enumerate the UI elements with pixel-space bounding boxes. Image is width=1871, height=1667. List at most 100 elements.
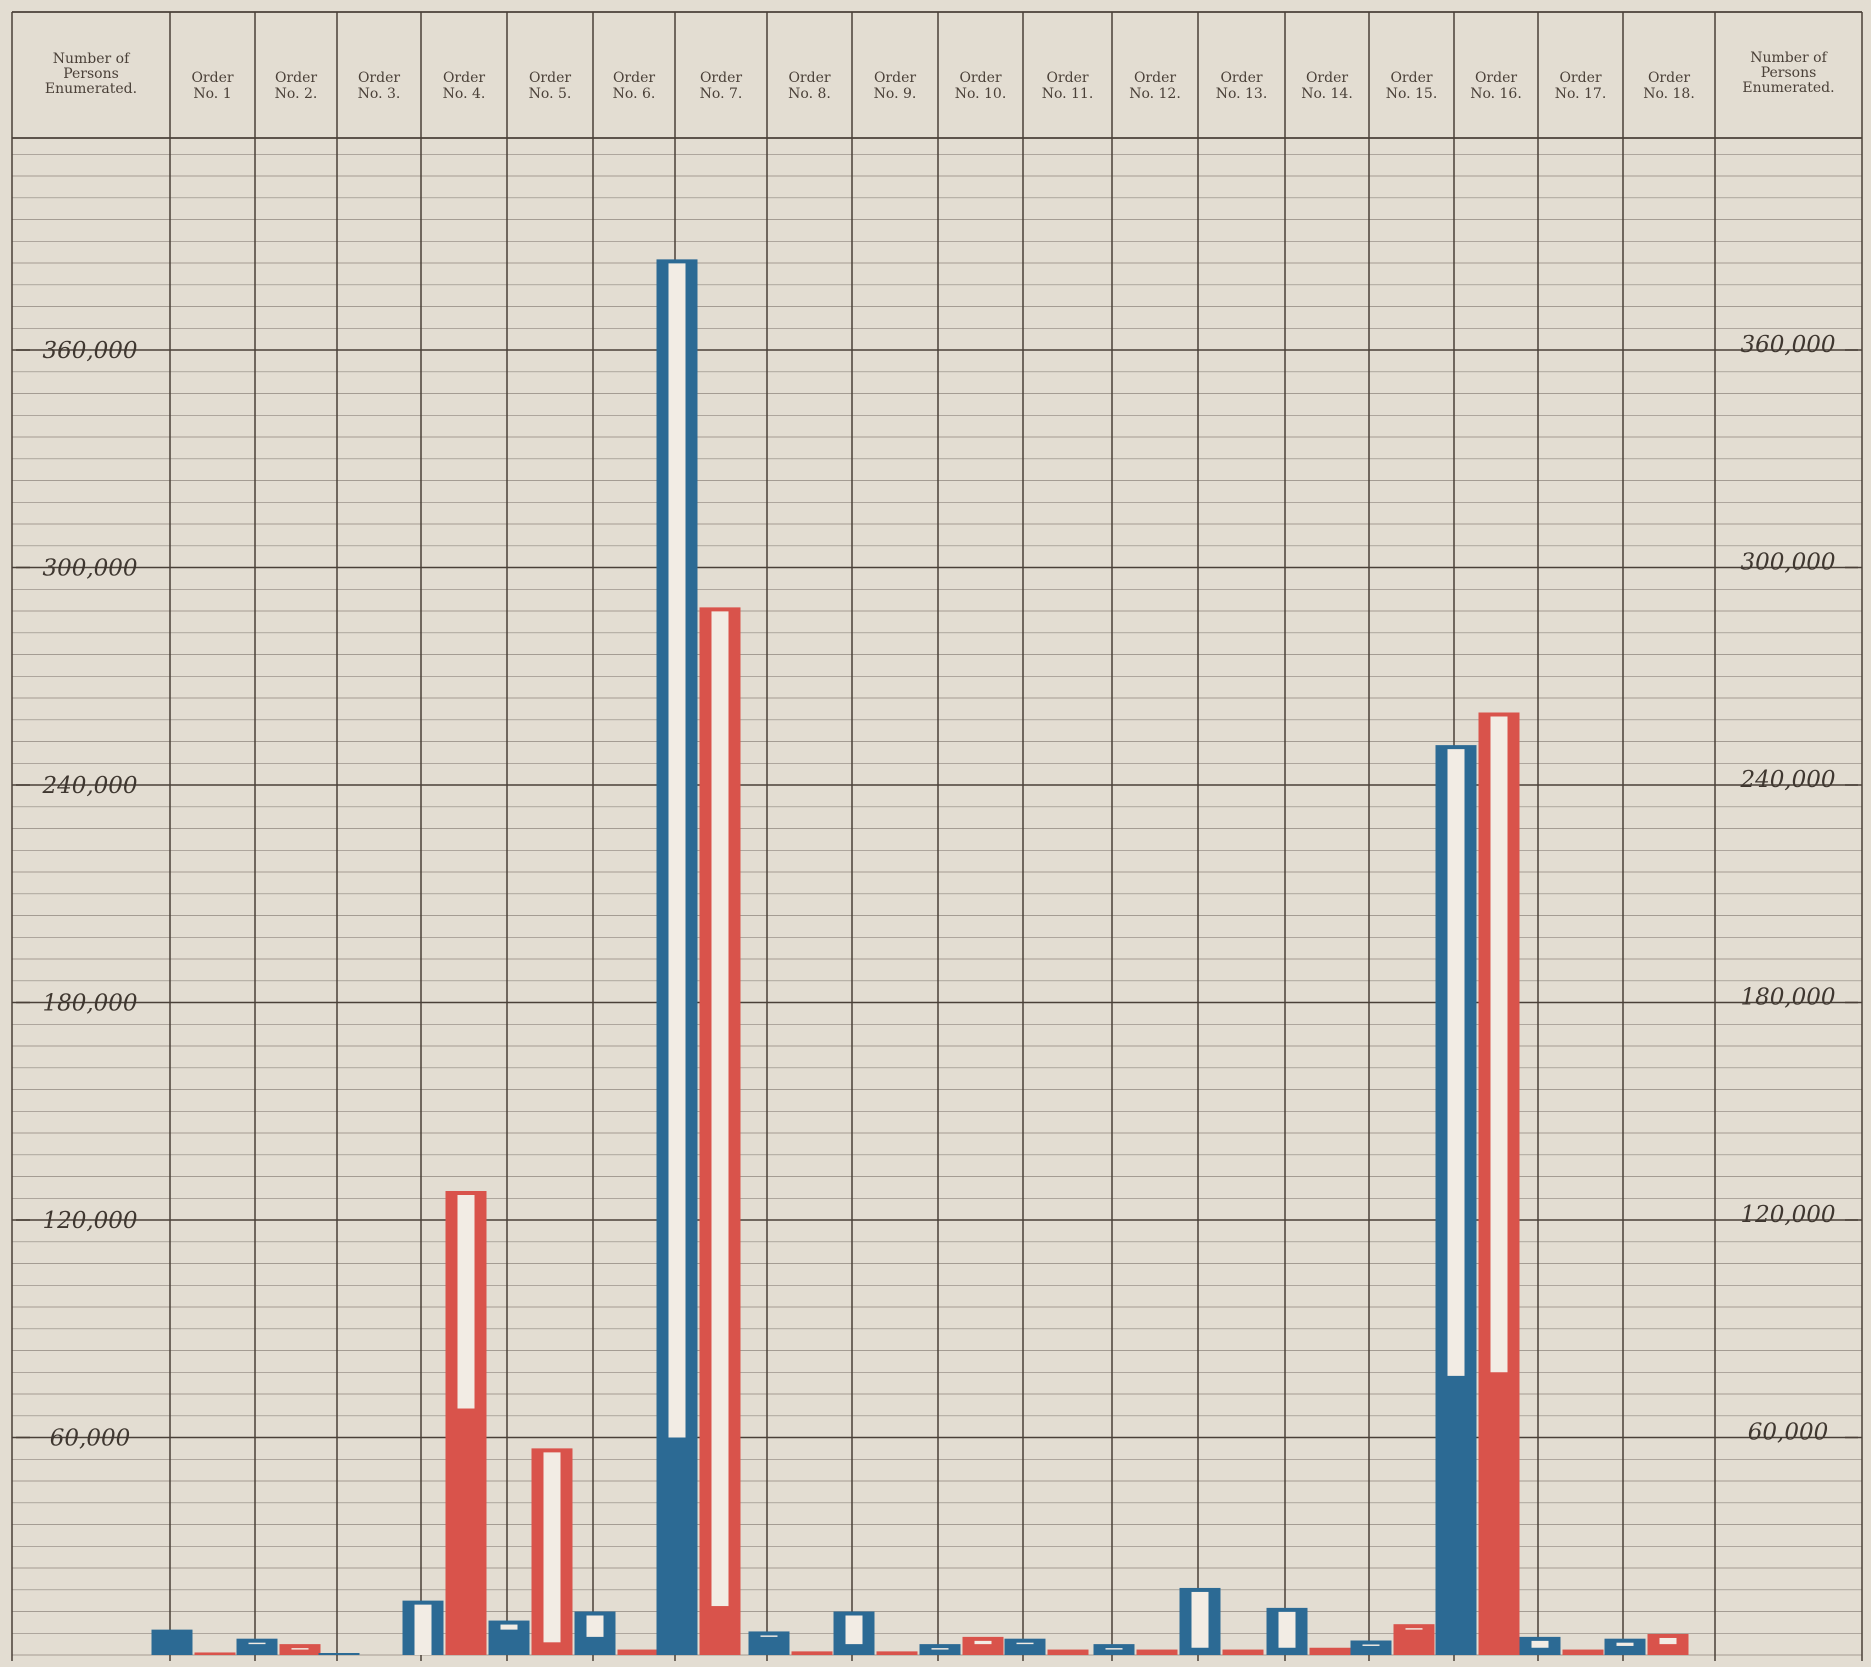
bars — [151, 259, 1689, 1655]
bar-hollow — [1405, 1628, 1423, 1630]
category-label: No. 7. — [700, 86, 743, 102]
bar-hollow — [586, 1615, 604, 1637]
category-label: No. 1 — [193, 86, 231, 102]
bar-hollow — [760, 1635, 778, 1637]
bar-red-order-14 — [1309, 1647, 1351, 1655]
category-label: Order — [959, 70, 1001, 86]
bar-hollow — [668, 263, 686, 1438]
category-label: Order — [1306, 70, 1348, 86]
bar-hollow — [1616, 1642, 1634, 1646]
category-label: No. 11. — [1042, 86, 1094, 102]
bar-hollow — [711, 611, 729, 1607]
bar-red-order-12 — [1136, 1649, 1178, 1655]
bar-blue-order-7 — [656, 259, 698, 1655]
category-label: Order — [275, 70, 317, 86]
category-label: Order — [1134, 70, 1176, 86]
bar-outline — [617, 1649, 659, 1655]
bar-blue-order-3 — [318, 1653, 360, 1655]
ytick-label-left: 240,000 — [41, 773, 137, 799]
bar-blue-order-2 — [236, 1638, 278, 1655]
bar-fill — [876, 1651, 918, 1655]
bar-blue-order-12 — [1093, 1644, 1135, 1655]
category-label: No. 12. — [1129, 86, 1181, 102]
category-label: Order — [443, 70, 485, 86]
ytick-label-right: 120,000 — [1740, 1202, 1835, 1228]
right-axis-label: Enumerated. — [1742, 80, 1834, 96]
bar-outline — [962, 1636, 1004, 1655]
bar-outline — [1222, 1649, 1264, 1655]
category-label: No. 6. — [613, 86, 656, 102]
bar-red-order-10 — [962, 1636, 1004, 1655]
bar-outline — [1562, 1649, 1604, 1655]
bar-blue-order-9 — [833, 1611, 875, 1655]
bar-outline — [1350, 1640, 1392, 1655]
category-label: Order — [1220, 70, 1262, 86]
bar-fill — [791, 1651, 833, 1655]
category-label: Order — [191, 70, 233, 86]
category-label: No. 4. — [443, 86, 486, 102]
bar-blue-order-8 — [748, 1631, 790, 1655]
ytick-label-left: 360,000 — [42, 338, 137, 364]
category-label: Order — [613, 70, 655, 86]
category-label: Order — [529, 70, 571, 86]
bar-red-order-4 — [445, 1191, 487, 1655]
bar-hollow — [1362, 1644, 1380, 1646]
bar-outline — [1604, 1638, 1646, 1655]
bar-blue-order-1 — [151, 1629, 193, 1655]
bar-red-order-9 — [876, 1651, 918, 1655]
bar-blue-order-6 — [574, 1611, 616, 1655]
bar-blue-order-15 — [1350, 1640, 1392, 1655]
bar-hollow — [1191, 1591, 1209, 1648]
category-label: No. 3. — [358, 86, 401, 102]
ytick-label-left: 180,000 — [42, 991, 137, 1017]
left-axis-label: Enumerated. — [45, 81, 137, 97]
bar-hollow — [291, 1648, 309, 1650]
ytick-label-left: 300,000 — [42, 556, 137, 582]
category-label: No. 14. — [1301, 86, 1353, 102]
category-label: No. 10. — [955, 86, 1007, 102]
bar-hollow — [1016, 1642, 1034, 1645]
ytick-label-right: 180,000 — [1740, 985, 1835, 1011]
bar-hollow — [1105, 1648, 1123, 1650]
bar-hollow — [1659, 1637, 1677, 1645]
ytick-label-right: 360,000 — [1740, 332, 1835, 358]
bar-hollow — [1531, 1640, 1549, 1648]
category-label: No. 5. — [529, 86, 572, 102]
bar-red-order-17 — [1562, 1649, 1604, 1655]
bar-red-order-8 — [791, 1651, 833, 1655]
bar-outline — [1647, 1633, 1689, 1655]
bar-outline — [1309, 1647, 1351, 1655]
ytick-label-right: 240,000 — [1739, 767, 1835, 793]
bar-hollow — [543, 1452, 561, 1643]
bar-hollow — [500, 1624, 518, 1630]
ytick-label-right: 60,000 — [1748, 1420, 1828, 1446]
bar-blue-order-11 — [1004, 1638, 1046, 1655]
right-axis-label: Number of — [1750, 50, 1828, 66]
bar-outline — [1004, 1638, 1046, 1655]
category-label: No. 8. — [788, 86, 831, 102]
bar-blue-order-16 — [1435, 745, 1477, 1655]
bar-red-order-18 — [1647, 1633, 1689, 1655]
category-label: Order — [700, 70, 742, 86]
bar-outline — [748, 1631, 790, 1655]
bar-hollow — [1278, 1611, 1296, 1648]
bar-hollow — [845, 1615, 863, 1645]
category-label: Order — [874, 70, 916, 86]
bar-red-order-6 — [617, 1649, 659, 1655]
bar-blue-order-10 — [919, 1644, 961, 1655]
bar-outline — [1047, 1649, 1089, 1655]
category-label: No. 16. — [1470, 86, 1522, 102]
bar-red-order-15 — [1393, 1624, 1435, 1655]
ytick-label-right: 300,000 — [1740, 550, 1835, 576]
category-label: No. 13. — [1216, 86, 1268, 102]
category-label: Order — [358, 70, 400, 86]
bar-blue-order-5 — [488, 1620, 530, 1655]
left-axis-label: Number of — [53, 51, 131, 67]
bar-hollow — [1490, 716, 1508, 1373]
category-label: No. 17. — [1555, 86, 1607, 102]
category-label: Order — [1475, 70, 1517, 86]
bar-fill — [194, 1652, 236, 1655]
ytick-label-left: 60,000 — [50, 1426, 130, 1452]
